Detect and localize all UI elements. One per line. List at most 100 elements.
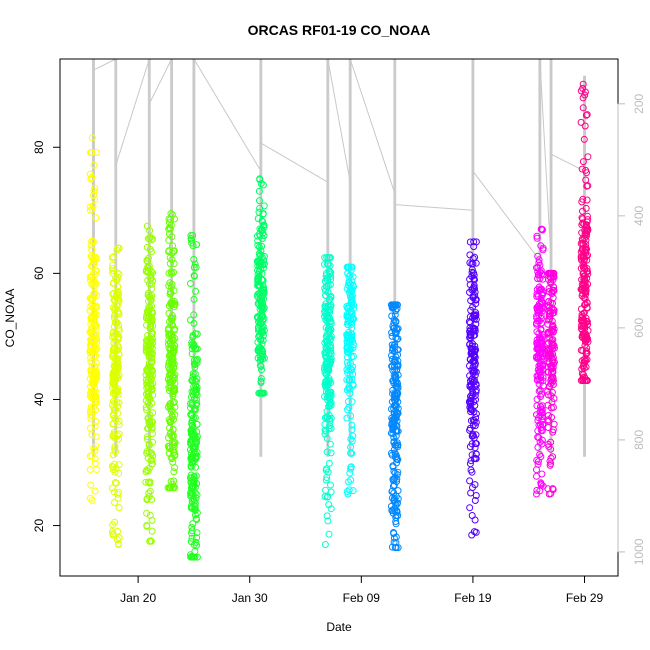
data-point: [113, 246, 121, 254]
data-point: [90, 161, 98, 169]
data-point: [320, 260, 328, 268]
data-point: [167, 483, 175, 491]
data-point: [343, 386, 351, 394]
data-point: [259, 181, 267, 189]
data-point: [343, 359, 351, 366]
series-0: [86, 134, 101, 504]
data-point: [544, 387, 552, 395]
data-point: [466, 275, 474, 283]
data-point: [393, 500, 401, 508]
data-point: [109, 484, 116, 492]
data-point: [91, 447, 99, 455]
data-point: [538, 416, 546, 424]
data-point: [547, 278, 555, 286]
data-point: [92, 267, 100, 275]
data-point: [394, 487, 402, 495]
data-point: [143, 343, 150, 351]
data-point: [169, 336, 177, 344]
data-point: [534, 268, 542, 276]
data-point: [393, 455, 401, 463]
data-point: [534, 433, 542, 441]
data-point: [348, 263, 356, 271]
data-point: [114, 335, 122, 343]
data-point: [539, 374, 547, 382]
data-point: [109, 261, 117, 269]
data-point: [549, 345, 557, 352]
data-point: [171, 334, 179, 342]
data-point: [344, 321, 352, 329]
data-point: [579, 104, 587, 112]
data-point: [112, 479, 120, 487]
data-point: [169, 321, 177, 329]
data-point: [165, 358, 173, 366]
series-11: [544, 269, 558, 498]
data-point: [189, 453, 197, 461]
altitude-connector-0: [93, 58, 117, 71]
data-point: [190, 474, 198, 482]
data-point: [167, 314, 175, 322]
data-point: [582, 337, 590, 345]
data-point: [466, 504, 474, 512]
data-point: [189, 331, 197, 339]
data-point: [190, 311, 198, 319]
data-point: [466, 477, 474, 485]
data-point: [537, 319, 545, 327]
data-point: [143, 406, 150, 414]
data-point: [345, 404, 353, 411]
data-point: [111, 443, 119, 451]
data-point: [584, 153, 592, 161]
data-point: [322, 486, 329, 494]
data-point: [109, 432, 117, 440]
data-point: [109, 379, 117, 387]
data-point: [538, 299, 545, 306]
data-point: [166, 366, 173, 373]
chart-title: ORCAS RF01-19 CO_NOAA: [248, 22, 431, 38]
data-point: [192, 388, 200, 396]
data-point: [148, 374, 155, 382]
data-point: [580, 275, 588, 283]
data-point: [533, 306, 541, 314]
data-point: [326, 254, 334, 262]
data-point: [466, 288, 473, 296]
data-point: [142, 403, 150, 411]
data-point: [92, 433, 100, 441]
data-point: [111, 383, 119, 391]
data-point: [257, 375, 265, 382]
data-point: [258, 217, 266, 225]
data-point: [146, 323, 154, 331]
data-point: [534, 252, 542, 260]
data-point: [390, 529, 397, 536]
data-point: [190, 343, 198, 351]
data-point: [533, 486, 541, 494]
data-point: [255, 272, 263, 280]
data-point: [579, 377, 587, 384]
data-point: [549, 428, 557, 436]
data-point: [87, 149, 95, 156]
data-point: [535, 362, 543, 370]
data-point: [581, 295, 589, 302]
data-point: [325, 364, 333, 372]
data-point: [146, 537, 154, 545]
data-point: [170, 247, 178, 255]
data-point: [549, 305, 557, 313]
data-point: [87, 294, 95, 302]
data-point: [388, 303, 396, 311]
data-point: [539, 244, 547, 252]
data-point: [190, 295, 198, 303]
data-point: [549, 364, 557, 371]
y-tick-label: 80: [32, 140, 46, 154]
data-point: [550, 358, 558, 366]
data-point: [581, 265, 589, 273]
data-point: [545, 288, 553, 296]
data-point: [392, 432, 400, 440]
data-point: [188, 350, 196, 358]
x-tick-label: Feb 29: [566, 591, 604, 605]
data-point: [114, 273, 122, 281]
data-point: [326, 295, 334, 303]
data-point: [581, 91, 589, 99]
data-point: [324, 347, 332, 354]
data-point: [324, 325, 332, 333]
data-point: [466, 251, 474, 259]
data-point: [324, 274, 331, 282]
